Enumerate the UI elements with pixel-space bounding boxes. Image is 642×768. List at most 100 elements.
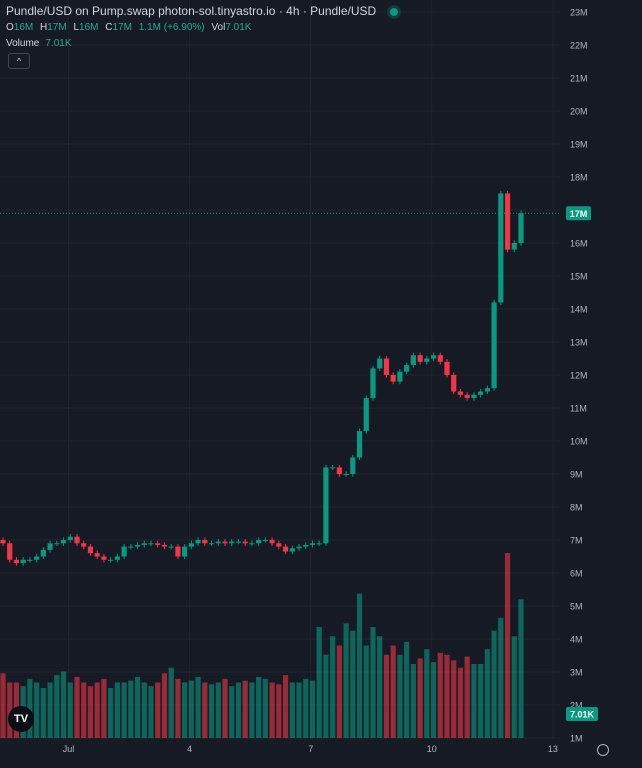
candle-body (451, 375, 457, 392)
candle-body (74, 536, 80, 544)
last-price-label: 17M (570, 209, 588, 219)
volume-bar (0, 673, 6, 738)
y-tick-label: 5M (570, 602, 583, 612)
candle-body (316, 543, 322, 545)
volume-bar (457, 667, 464, 738)
volume-bar (289, 682, 295, 738)
open-value: 16M (13, 22, 34, 33)
volume-bar (87, 686, 94, 738)
candle-body (296, 546, 302, 549)
volume-bar (161, 673, 168, 738)
x-tick-label: 10 (427, 744, 437, 754)
candle-body (121, 546, 127, 557)
candle-body (108, 559, 114, 561)
candle-body (350, 457, 356, 474)
volume-bar (188, 680, 194, 738)
volume-bar (202, 682, 208, 738)
y-tick-label: 11M (570, 404, 587, 414)
chart-title: Pundle/USD on Pump.swap photon-sol.tinya… (6, 4, 377, 18)
y-tick-label: 22M (570, 41, 588, 51)
candle-body (155, 543, 161, 545)
volume-bar (377, 636, 383, 738)
candle-body (222, 541, 228, 544)
volume-bar (370, 627, 376, 738)
candle-body (114, 556, 120, 560)
volume-label: Volume (6, 38, 40, 49)
candle-body (128, 546, 134, 548)
volume-bar (47, 682, 53, 738)
y-tick-label: 23M (570, 8, 588, 18)
y-tick-label: 7M (570, 536, 583, 546)
volume-bar (518, 599, 524, 738)
candle-body (215, 541, 221, 544)
ohlc-legend: O16M H17M L16M C17M 1.1M (+6.90%) Vol7.0… (6, 22, 255, 33)
candle-body (195, 540, 201, 544)
volume-bar (229, 686, 235, 738)
candle-body (356, 431, 363, 458)
candle-body (262, 540, 268, 541)
last-price-badge (566, 206, 591, 221)
candle-body (323, 467, 329, 544)
x-tick-label: 4 (187, 744, 192, 754)
volume-bar (262, 678, 268, 738)
candle-body (504, 193, 511, 250)
candle-body (40, 549, 46, 557)
candle-body (101, 556, 107, 560)
volume-bar (363, 645, 369, 738)
change-value: 1.1M (+6.90%) (138, 22, 205, 33)
candle-body (518, 213, 524, 243)
volume-bar (175, 678, 181, 738)
y-tick-label: 16M (570, 239, 588, 249)
candle-body (417, 355, 423, 362)
candle-body (484, 388, 490, 392)
volume-bar (451, 660, 457, 738)
volume-bar (303, 678, 309, 738)
candle-body (202, 540, 208, 544)
candle-body (235, 541, 242, 543)
volume-bar (444, 654, 450, 738)
candle-body (208, 543, 215, 545)
high-value: 17M (47, 22, 67, 33)
candle-body (81, 543, 87, 547)
tradingview-logo-icon[interactable]: TV (8, 706, 34, 732)
volume-bar (215, 682, 221, 738)
candle-body (249, 543, 255, 545)
candle-body (276, 543, 282, 547)
volume-bar (195, 676, 201, 738)
y-tick-label: 19M (570, 140, 588, 150)
candle-body (54, 543, 60, 545)
candle-body (437, 355, 443, 362)
y-tick-label: 1M (570, 734, 583, 744)
volume-bar (34, 682, 40, 738)
x-tick-label: Jul (63, 744, 75, 754)
volume-bar (484, 649, 490, 738)
high-label: H (40, 22, 48, 33)
volume-bar (424, 649, 430, 738)
volume-bar (437, 652, 443, 738)
volume-bar (27, 678, 33, 738)
collapse-legend-button[interactable]: ^ (8, 53, 30, 69)
volume-bar (282, 675, 289, 738)
volume-bar (54, 675, 60, 738)
volume-bar (182, 682, 188, 738)
volume-bar (60, 671, 67, 738)
volume-bar (350, 630, 356, 738)
candle-body (464, 394, 470, 399)
candle-body (13, 559, 20, 564)
volume-bar (478, 664, 484, 738)
candle-body (404, 365, 410, 372)
volume-bar (168, 667, 174, 738)
y-tick-label: 8M (570, 503, 583, 513)
candle-body (168, 546, 174, 548)
gear-icon[interactable] (597, 744, 609, 756)
volume-bar (276, 684, 282, 738)
candle-body (7, 543, 13, 560)
candle-body (60, 540, 67, 544)
candle-body (511, 243, 517, 250)
candle-body (67, 536, 73, 540)
y-tick-label: 10M (570, 437, 588, 447)
volume-bar (101, 678, 107, 738)
candle-body (309, 543, 316, 545)
candle-body (498, 193, 504, 303)
